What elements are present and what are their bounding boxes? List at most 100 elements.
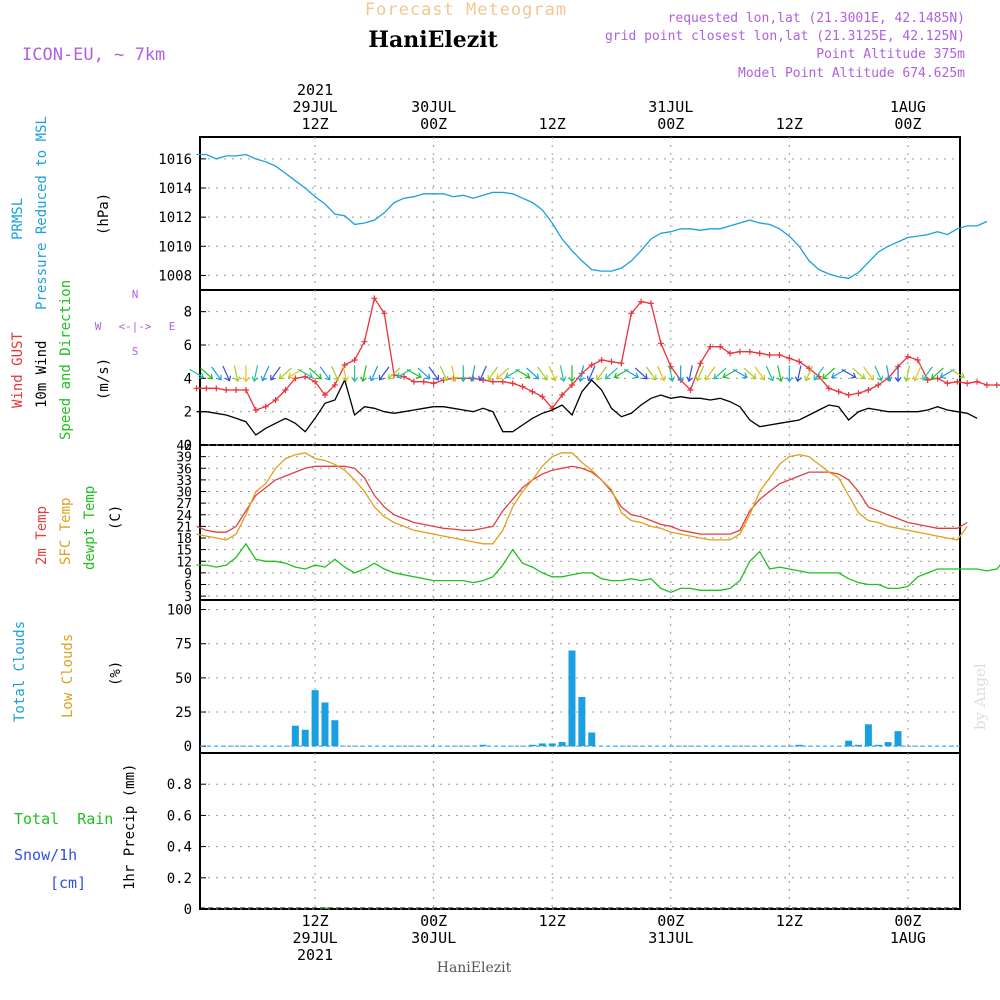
gust-marker <box>223 387 230 393</box>
time-axis-label: 30JUL <box>411 929 456 947</box>
y-tick-label: 8 <box>184 305 192 321</box>
gust-marker <box>974 378 981 385</box>
temp-labels: 2m Temp SFC Temp dewpt Temp (C) <box>34 486 124 570</box>
y-tick-label: 9 <box>184 567 192 582</box>
y-tick-label: 1012 <box>158 210 192 226</box>
y-tick-label: 6 <box>184 579 192 594</box>
y-tick-label: 1010 <box>158 239 192 255</box>
gust-marker <box>786 355 793 362</box>
wind-arrow-icon <box>885 365 893 383</box>
wind-arrow-icon <box>233 365 241 383</box>
wind-arrow-icon <box>804 365 813 382</box>
y-tick-label: 0 <box>184 438 192 454</box>
wind-arrow-icon <box>657 365 666 382</box>
wind-arrow-icon <box>222 365 232 382</box>
gust-marker <box>598 357 605 363</box>
wind-arrow-icon <box>912 365 922 382</box>
clouds-bar <box>795 744 803 747</box>
wind-arrow-icon <box>785 365 793 383</box>
clouds-bar <box>301 729 309 747</box>
closest-coords: grid point closest lon,lat (21.3125E, 42… <box>605 29 965 44</box>
clouds-bar <box>578 696 586 747</box>
clouds-bar <box>845 740 853 747</box>
wind-arrow-icon <box>686 365 694 383</box>
gust-marker <box>983 382 990 388</box>
wind-10m-label: 10m Wind <box>34 341 50 408</box>
gust-marker <box>766 352 773 358</box>
model-altitude: Model Point Altitude 674.625m <box>738 66 965 81</box>
pressure-msl-label: Pressure Reduced to MSL <box>34 116 50 310</box>
y-tick-label: 0.4 <box>167 840 192 856</box>
precip-frame <box>199 752 961 910</box>
clouds-bar <box>568 650 576 747</box>
wind-arrow-icon <box>478 365 487 382</box>
gust-marker <box>736 348 743 355</box>
time-axis-label: 12Z <box>302 912 329 930</box>
clouds-bar <box>291 725 299 747</box>
time-axis-label: 29JUL <box>293 98 338 116</box>
gust-marker <box>746 348 753 355</box>
y-tick-label: 39 <box>176 451 192 466</box>
time-axis-label: 31JUL <box>648 98 693 116</box>
gust-marker <box>993 382 1000 388</box>
y-tick-label: 33 <box>176 474 192 489</box>
gust-marker <box>302 373 309 380</box>
dewpt-label: dewpt Temp <box>82 486 98 570</box>
y-tick-label: 75 <box>175 637 192 653</box>
y-tick-label: 36 <box>176 462 192 477</box>
wind-arrow-icon <box>695 365 705 382</box>
point-altitude: Point Altitude 375m <box>816 47 965 62</box>
wind-gust-label: Wind GUST <box>10 332 26 408</box>
meteogram-title: Forecast Meteogram <box>365 0 567 20</box>
gust-marker <box>924 377 931 383</box>
wind-arrow-icon <box>624 368 640 379</box>
y-tick-label: 12 <box>176 555 192 570</box>
y-tick-label: 1014 <box>158 181 192 197</box>
wind-arrow-icon <box>515 368 531 379</box>
clouds-bar <box>884 742 892 747</box>
wind-arrow-icon <box>677 365 685 383</box>
gust-marker <box>331 382 338 388</box>
wind-arrow-icon <box>613 368 629 379</box>
gust-marker <box>381 310 388 317</box>
gust-marker <box>835 388 842 395</box>
clouds-bar <box>874 744 882 747</box>
gust-marker <box>539 393 546 400</box>
gust-marker <box>964 380 971 387</box>
gust-marker <box>292 375 299 382</box>
wind-arrow-icon <box>360 365 367 383</box>
wind-arrow-icon <box>439 365 449 382</box>
time-axis-label: 12Z <box>776 115 803 133</box>
gust-marker <box>727 350 734 357</box>
model-name: ICON-EU, ~ 7km <box>22 45 165 65</box>
wind-arrow-icon <box>930 367 944 380</box>
y-tick-label: 100 <box>167 603 192 619</box>
cloud-labels: Total Clouds Low Clouds (%) <box>12 621 124 722</box>
gust-marker <box>272 397 279 403</box>
wind-arrow-icon <box>319 366 331 381</box>
wind-arrow-icon <box>459 365 467 383</box>
gust-marker <box>509 380 516 387</box>
wind-arrow-icon <box>722 368 738 379</box>
y-tick-label: 0.8 <box>167 777 192 793</box>
gust-marker <box>489 378 496 385</box>
wind-arrow-icon <box>387 367 401 380</box>
gust-marker <box>904 353 911 360</box>
series-line-sfc-temp <box>196 452 968 545</box>
gust-marker <box>242 387 249 393</box>
time-axis-label: 12Z <box>302 115 329 133</box>
y-tick-label: 25 <box>175 705 192 721</box>
gust-marker <box>756 350 763 357</box>
t2m-label: 2m Temp <box>34 506 50 565</box>
wind-arrow-icon <box>841 368 857 379</box>
compass-w: W <box>95 320 102 333</box>
clouds-bar <box>588 732 596 747</box>
wind-arrow-icon <box>894 365 902 383</box>
clouds-bar <box>538 743 546 747</box>
wind-arrow-icon <box>211 366 222 381</box>
time-axis-label: 30JUL <box>411 98 456 116</box>
wind-unit-label: (m/s) <box>96 358 112 400</box>
gust-marker <box>193 385 200 392</box>
wind-arrow-icon <box>852 367 866 380</box>
